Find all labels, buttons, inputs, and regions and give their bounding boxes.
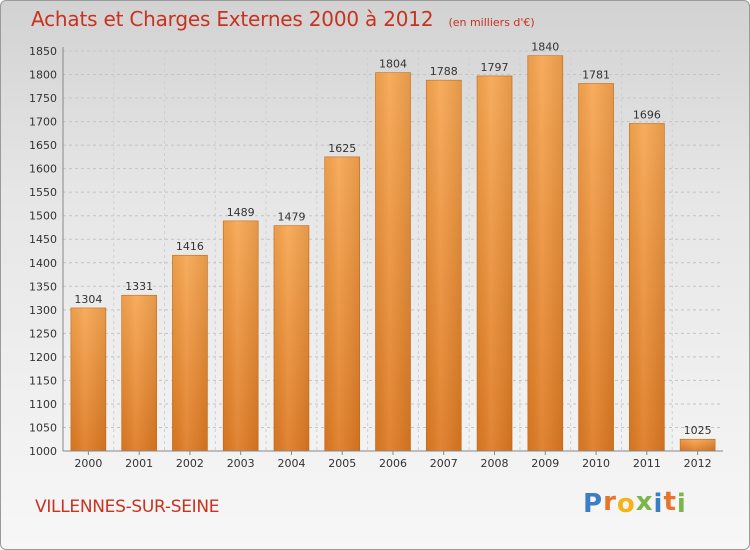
- x-tick-label: 2004: [277, 457, 305, 470]
- logo-letter: r: [603, 487, 617, 517]
- data-label: 1625: [328, 142, 356, 155]
- chart-subtitle: (en milliers d'€): [448, 16, 535, 29]
- commune-name: VILLENNES-SUR-SEINE: [35, 497, 220, 517]
- x-tick-label: 2001: [125, 457, 153, 470]
- y-tick-label: 1200: [29, 351, 57, 364]
- bar-shade: [680, 439, 716, 451]
- y-tick-label: 1350: [29, 280, 57, 293]
- x-tick-label: 2009: [531, 457, 559, 470]
- x-tick-label: 2008: [481, 457, 509, 470]
- y-tick-label: 1400: [29, 257, 57, 270]
- x-tick-label: 2007: [430, 457, 458, 470]
- title-row: Achats et Charges Externes 2000 à 2012 (…: [31, 7, 535, 31]
- data-label: 1304: [74, 293, 102, 306]
- y-tick-label: 1250: [29, 327, 57, 340]
- bar-shade: [578, 83, 614, 452]
- bar-shade: [527, 55, 563, 452]
- bar-shade: [426, 80, 462, 452]
- data-label: 1696: [633, 108, 661, 121]
- y-tick-label: 1450: [29, 233, 57, 246]
- bar-shade: [121, 295, 157, 451]
- y-tick-label: 1100: [29, 398, 57, 411]
- y-tick-label: 1500: [29, 210, 57, 223]
- data-label: 1479: [277, 211, 305, 224]
- x-tick-label: 2003: [227, 457, 255, 470]
- data-label: 1781: [582, 68, 610, 81]
- logo-letter: t: [663, 487, 677, 517]
- x-tick-label: 2010: [582, 457, 610, 470]
- y-tick-label: 1850: [29, 45, 57, 58]
- y-tick-label: 1750: [29, 92, 57, 105]
- chart-title: Achats et Charges Externes 2000 à 2012: [31, 7, 434, 31]
- data-label: 1416: [176, 240, 204, 253]
- logo-letter: x: [635, 487, 654, 517]
- data-label: 1025: [684, 424, 712, 437]
- logo-letter: i: [676, 489, 687, 519]
- x-tick-label: 2005: [328, 457, 356, 470]
- y-tick-label: 1700: [29, 116, 57, 129]
- y-tick-label: 1150: [29, 374, 57, 387]
- data-label: 1788: [430, 65, 458, 78]
- bar-shade: [172, 255, 208, 451]
- proxiti-logo[interactable]: Proxiti: [583, 487, 687, 519]
- bar-shade: [324, 156, 360, 451]
- y-tick-label: 1650: [29, 139, 57, 152]
- logo-letter: o: [616, 489, 636, 519]
- y-tick-label: 1800: [29, 69, 57, 82]
- y-tick-label: 1000: [29, 445, 57, 458]
- bar-shade: [70, 307, 106, 451]
- x-tick-label: 2006: [379, 457, 407, 470]
- x-tick-label: 2011: [633, 457, 661, 470]
- logo-letter: P: [583, 489, 604, 519]
- y-tick-label: 1600: [29, 163, 57, 176]
- x-tick-label: 2000: [74, 457, 102, 470]
- x-tick-label: 2012: [684, 457, 712, 470]
- y-tick-label: 1550: [29, 186, 57, 199]
- y-tick-label: 1300: [29, 304, 57, 317]
- data-label: 1797: [481, 61, 509, 74]
- data-label: 1840: [531, 41, 559, 54]
- data-label: 1804: [379, 58, 407, 71]
- bar-shade: [629, 123, 665, 452]
- bar-shade: [223, 220, 259, 451]
- bar-shade: [273, 225, 309, 451]
- data-label: 1489: [227, 206, 255, 219]
- bar-shade: [477, 75, 513, 452]
- x-tick-label: 2002: [176, 457, 204, 470]
- y-tick-label: 1050: [29, 421, 57, 434]
- data-label: 1331: [125, 280, 153, 293]
- logo-letter: i: [653, 489, 664, 519]
- bar-shade: [375, 72, 411, 451]
